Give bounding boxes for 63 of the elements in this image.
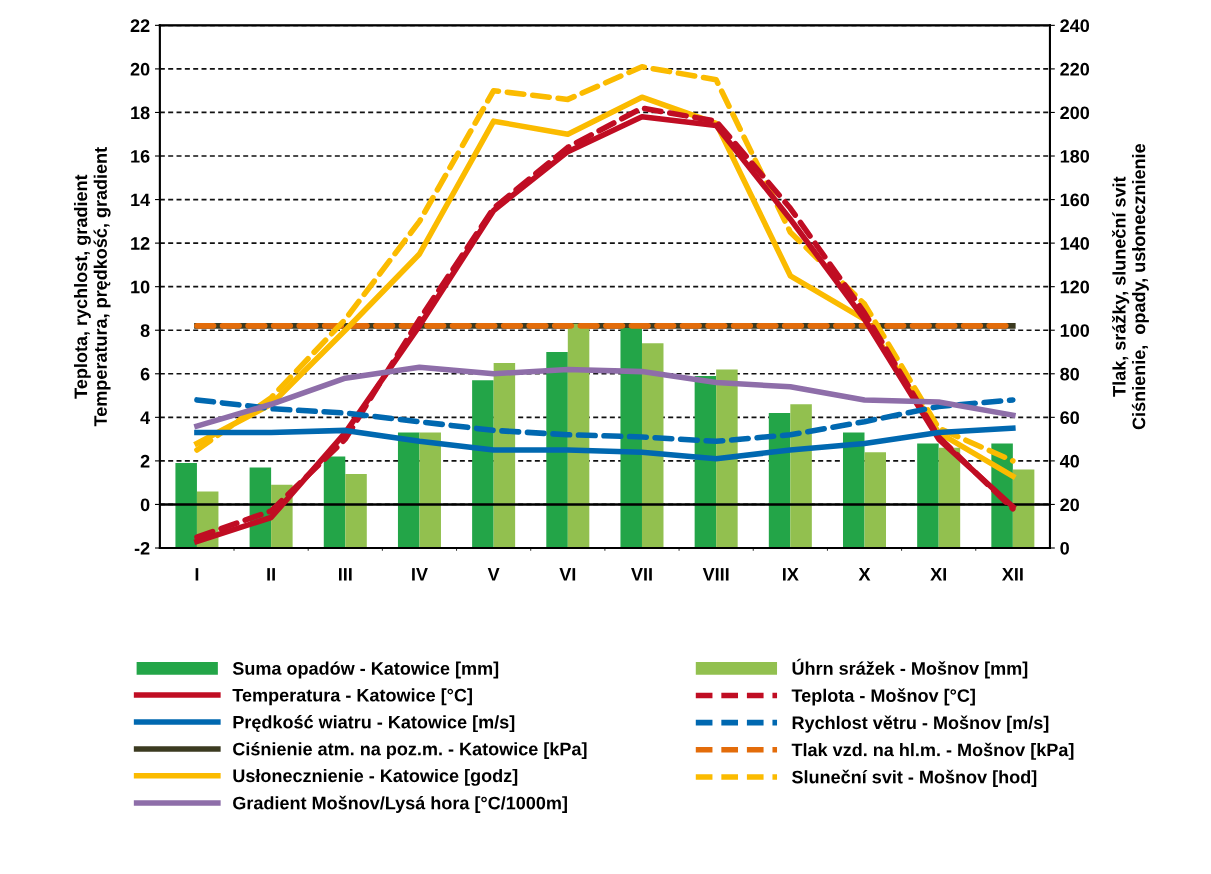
bar	[546, 352, 568, 548]
legend-label: Rychlost větru - Mošnov [m/s]	[792, 715, 1049, 733]
x-tick-label: I	[195, 568, 199, 581]
bar	[620, 328, 642, 548]
x-tick-label: VII	[631, 568, 652, 581]
y-tick-label: 6	[140, 367, 150, 381]
legend-label: Sluneční svit - Mošnov [hod]	[792, 769, 1037, 788]
x-tick-label: XI	[930, 568, 946, 581]
bar	[917, 443, 939, 548]
x-tick-label: X	[858, 568, 871, 581]
y-tick-label: 8	[140, 324, 150, 337]
x-tick-label: XII	[1001, 568, 1023, 581]
legend-label: Ciśnienie atm. na poz.m. - Katowice [kPa]	[233, 742, 587, 759]
y2-tick-label: 220	[1060, 62, 1090, 76]
y-tick-label: -2	[134, 541, 150, 555]
y2-axis-title: Tlak, srážky, sluneční svit Ciśnienie, opady, usłonecznienie	[1112, 143, 1149, 430]
y-tick-label: 16	[131, 149, 150, 163]
bar	[790, 404, 812, 548]
legend-label: Gradient Mošnov/Lysá hora [°C/1000m]	[233, 795, 567, 813]
legend-label: Prędkość wiatru - Katowice [m/s]	[233, 715, 515, 733]
bar	[842, 432, 865, 548]
y-tick-label: 0	[140, 498, 150, 512]
y2-tick-label: 120	[1060, 280, 1090, 294]
y2-tick-label: 20	[1060, 498, 1079, 512]
y2-tick-label: 240	[1060, 19, 1090, 33]
y-tick-label: 20	[130, 62, 150, 76]
bar	[864, 452, 887, 548]
x-tick-label: V	[487, 568, 500, 581]
x-tick-label: II	[267, 568, 275, 581]
bar	[345, 473, 367, 548]
y2-tick-label: 200	[1060, 106, 1090, 120]
y-tick-label: 2	[140, 454, 150, 468]
y2-tick-label: 60	[1060, 411, 1079, 425]
y-tick-label: 4	[140, 411, 151, 424]
bar	[472, 380, 494, 548]
y2-tick-label: 180	[1060, 149, 1090, 163]
x-tick-label: VIII	[702, 568, 729, 581]
y-axis-title: Teplota, rychlost, gradient Temperatura, prędkość, gradient	[73, 147, 111, 427]
y2-tick-label: 80	[1060, 367, 1079, 381]
legend-label: Usłonecznienie - Katowice [godz]	[233, 768, 518, 786]
legend-label: Úhrn srážek - Mošnov [mm]	[792, 658, 1028, 679]
legend-label: Temperatura - Katowice [°C]	[232, 688, 472, 706]
y2-tick-label: 100	[1060, 324, 1090, 337]
bar	[419, 432, 441, 548]
y-tick-label: 10	[131, 280, 150, 294]
bar	[1012, 469, 1035, 548]
legend-label: Suma opadów - Katowice [mm]	[232, 661, 499, 679]
legend-label: Tlak vzd. na hl.m. - Mošnov [kPa]	[791, 742, 1074, 760]
y-tick-label: 14	[131, 193, 151, 207]
y2-tick-label: 140	[1060, 237, 1090, 250]
x-tick-label: IV	[412, 568, 428, 581]
y2-tick-label: 0	[1060, 541, 1069, 555]
x-tick-label: IX	[783, 568, 799, 581]
x-tick-label: III	[338, 568, 352, 581]
y-tick-label: 18	[131, 106, 150, 120]
bar	[175, 463, 197, 548]
legend-label: Teplota - Mošnov [°C]	[791, 688, 975, 706]
y-tick-label: 12	[131, 237, 150, 250]
x-tick-label: VI	[559, 568, 576, 581]
y2-tick-label: 160	[1060, 193, 1090, 207]
bar	[323, 456, 346, 548]
y2-tick-label: 40	[1059, 454, 1079, 468]
y-tick-label: 22	[130, 19, 150, 32]
